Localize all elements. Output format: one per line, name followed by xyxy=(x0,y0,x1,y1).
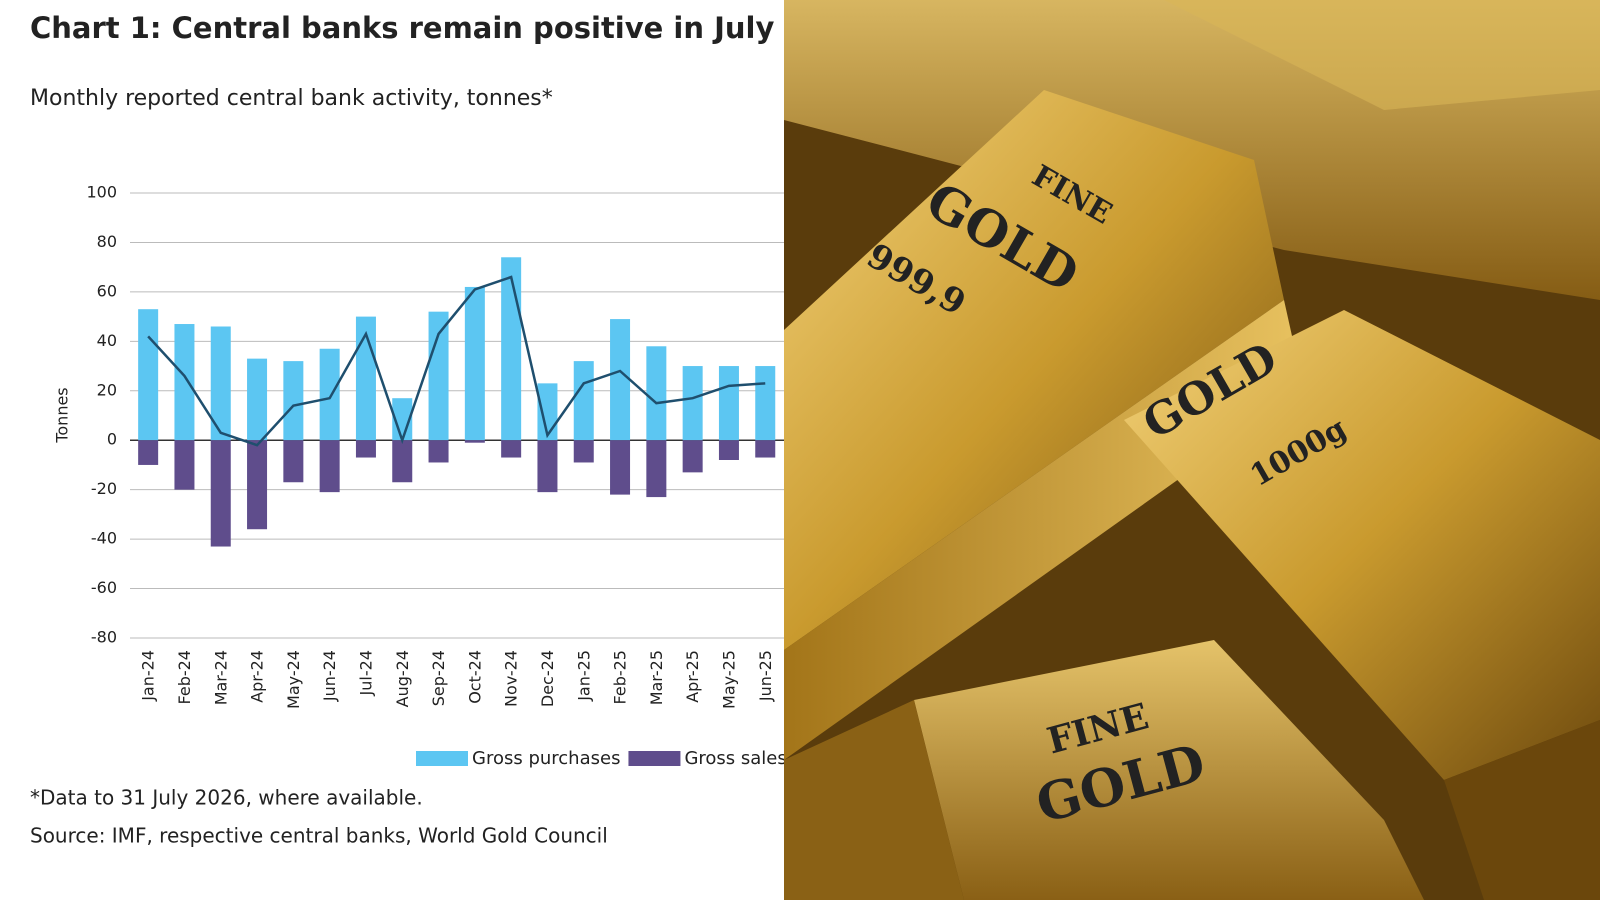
bar xyxy=(464,286,485,441)
x-tick-label: Feb-25 xyxy=(611,650,630,704)
x-tick-label: Jul-24 xyxy=(356,650,375,696)
bar xyxy=(210,326,231,441)
x-tick-label: Aug-24 xyxy=(393,650,412,707)
bar xyxy=(319,348,340,441)
bar xyxy=(283,440,304,483)
bar xyxy=(755,440,776,458)
bar xyxy=(392,398,413,441)
x-tick-label: Sep-24 xyxy=(429,650,448,706)
x-tick-label: Dec-24 xyxy=(538,650,557,707)
y-tick-label: 100 xyxy=(86,183,117,202)
bar xyxy=(283,361,304,441)
bar xyxy=(682,440,703,473)
bar xyxy=(247,358,268,441)
bar xyxy=(392,440,413,483)
x-tick-label: Jan-24 xyxy=(139,650,158,702)
bar xyxy=(718,366,739,441)
legend-swatch xyxy=(628,751,681,766)
bar xyxy=(573,361,594,441)
line xyxy=(147,275,766,447)
bar xyxy=(501,257,522,441)
y-tick-label: 80 xyxy=(97,232,117,251)
source: Source: IMF, respective central banks, W… xyxy=(30,824,608,848)
bar xyxy=(247,440,268,530)
x-tick-label: Apr-25 xyxy=(683,650,702,703)
x-tick-label: Oct-24 xyxy=(465,650,484,704)
bar xyxy=(319,440,340,493)
x-tick-label: Jun-25 xyxy=(756,650,775,702)
bar xyxy=(464,440,485,443)
x-tick-label: Mar-24 xyxy=(211,650,230,705)
bar xyxy=(501,440,522,458)
bar xyxy=(355,440,376,458)
y-tick-label: -60 xyxy=(91,578,117,597)
x-tick-label: Feb-24 xyxy=(175,650,194,704)
bar xyxy=(210,440,231,547)
chart: Chart 1: Central banks remain positive i… xyxy=(30,11,784,848)
gold-photo: FINE GOLD 999,9 GOLD 1000g FINE GOLD xyxy=(784,0,1600,900)
x-tick-label: May-25 xyxy=(719,650,738,709)
bar xyxy=(138,309,159,441)
y-tick-label: -20 xyxy=(91,479,117,498)
bar xyxy=(174,324,195,441)
bar xyxy=(755,366,776,441)
chart-subtitle: Monthly reported central bank activity, … xyxy=(30,86,553,111)
bar xyxy=(537,440,558,493)
bar xyxy=(174,440,195,490)
footnote: *Data to 31 July 2026, where available. xyxy=(30,786,423,810)
bar xyxy=(573,440,594,463)
y-tick-label: 40 xyxy=(97,331,117,350)
legend-swatch xyxy=(416,751,468,766)
bar xyxy=(718,440,739,460)
chart-title: Chart 1: Central banks remain positive i… xyxy=(30,11,784,45)
y-tick-label: 0 xyxy=(107,430,117,449)
legend-label: Gross purchases xyxy=(472,748,620,769)
bar xyxy=(646,346,667,441)
x-tick-label: Apr-24 xyxy=(248,650,267,703)
x-tick-label: Jan-25 xyxy=(574,650,593,702)
y-tick-label: -80 xyxy=(91,628,117,647)
x-tick-label: Mar-25 xyxy=(647,650,666,705)
x-tick-label: May-24 xyxy=(284,650,303,709)
y-tick-label: 20 xyxy=(97,380,117,399)
legend-label: Gross sales xyxy=(684,748,784,769)
bar xyxy=(428,440,449,463)
bar xyxy=(428,311,449,441)
bar xyxy=(682,366,703,441)
x-tick-label: Jun-24 xyxy=(320,650,339,702)
y-tick-label: 60 xyxy=(97,281,117,300)
x-tick-label: Nov-24 xyxy=(502,650,521,707)
bar xyxy=(610,319,631,441)
bar xyxy=(610,440,631,495)
y-tick-label: -40 xyxy=(91,529,117,548)
bar xyxy=(138,440,159,465)
bar xyxy=(646,440,667,498)
y-axis-label: Tonnes xyxy=(53,387,72,443)
